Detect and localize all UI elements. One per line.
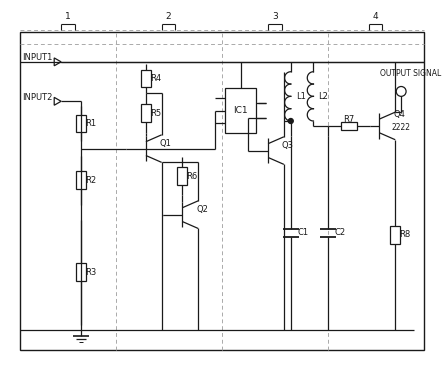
Bar [76, 171, 86, 189]
Text: C1: C1 [297, 228, 308, 238]
Circle shape [288, 119, 293, 124]
Text: IC1: IC1 [233, 106, 248, 115]
Text: C2: C2 [334, 228, 346, 238]
Bar [20, 32, 424, 350]
Text: 2222: 2222 [392, 124, 411, 132]
Text: Q3: Q3 [282, 141, 294, 150]
Text: R8: R8 [400, 230, 411, 239]
Text: INPUT1: INPUT1 [22, 54, 52, 62]
Text: 3: 3 [272, 12, 278, 21]
Text: OUTPUT SIGNAL: OUTPUT SIGNAL [380, 69, 442, 78]
Bar [141, 70, 151, 87]
Text: R3: R3 [85, 268, 96, 277]
Bar [177, 167, 187, 185]
Text: R5: R5 [150, 109, 161, 118]
Text: Q2: Q2 [196, 205, 208, 214]
Bar [341, 122, 357, 130]
Text: INPUT2: INPUT2 [22, 93, 52, 102]
Text: R4: R4 [150, 74, 161, 83]
Text: 2: 2 [166, 12, 171, 21]
Text: Q4: Q4 [393, 109, 405, 119]
Text: L2: L2 [318, 92, 328, 101]
Text: R7: R7 [343, 114, 354, 124]
Text: R1: R1 [85, 119, 96, 128]
Bar [225, 89, 256, 133]
Bar [141, 104, 151, 122]
Text: 4: 4 [373, 12, 378, 21]
Text: L1: L1 [295, 92, 306, 101]
Text: R2: R2 [85, 176, 96, 185]
Text: 1: 1 [65, 12, 71, 21]
Text: R6: R6 [186, 172, 198, 181]
Bar [76, 115, 86, 132]
Text: Q1: Q1 [160, 139, 172, 148]
Bar [390, 226, 400, 244]
Bar [76, 263, 86, 281]
